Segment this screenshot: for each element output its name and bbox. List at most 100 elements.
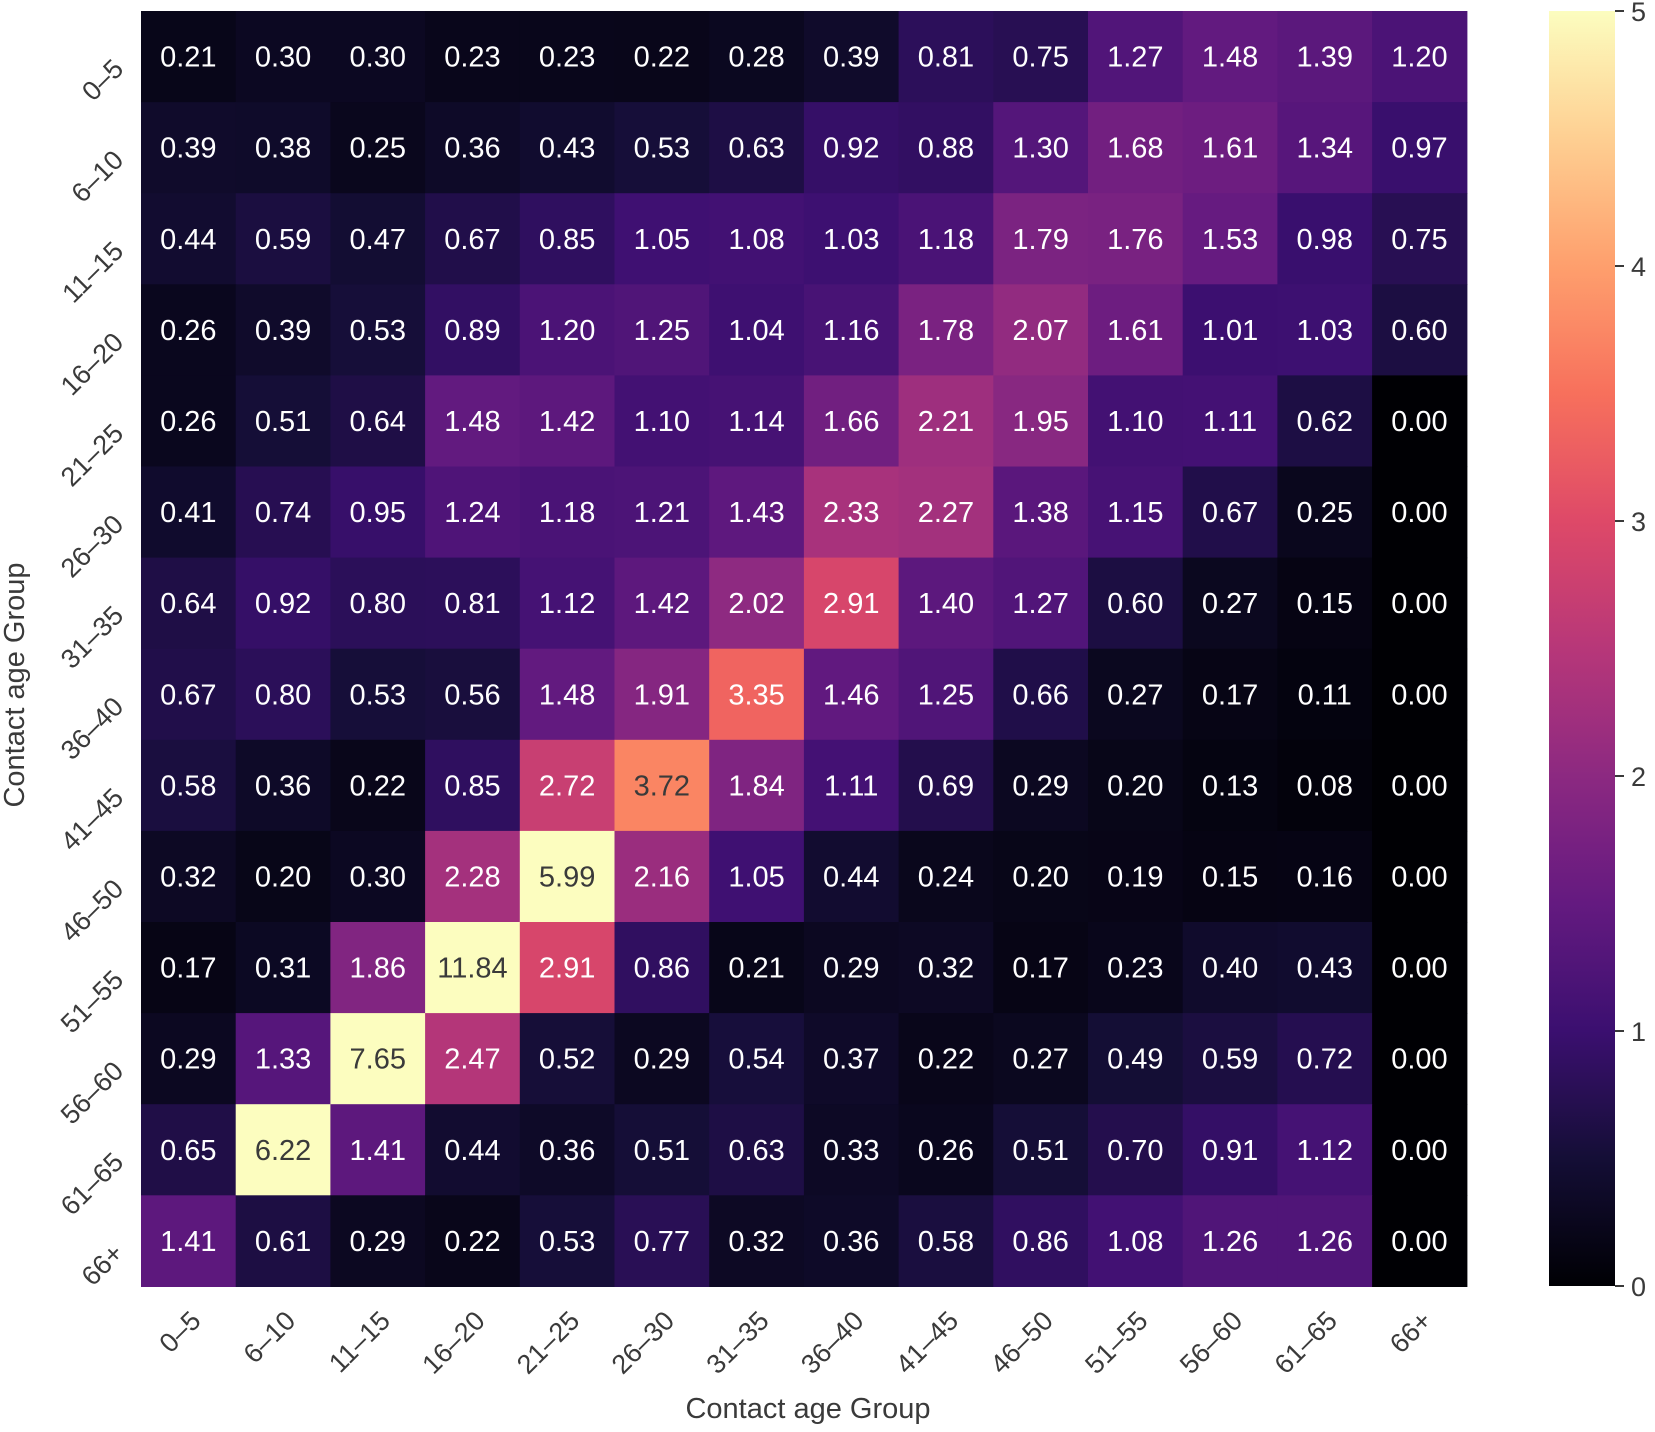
cell-value-label: 0.85 [539, 224, 595, 256]
heatmap-cell [898, 193, 994, 285]
cell-value-label: 0.15 [1202, 861, 1258, 893]
cell-value-label: 0.20 [255, 861, 311, 893]
cell-value-label: 0.63 [728, 133, 784, 165]
colorbar-tick-label: 4 [1631, 252, 1646, 282]
cell-value-label: 0.53 [350, 315, 406, 347]
cell-value-label: 2.47 [444, 1044, 500, 1076]
heatmap-cell [1372, 1013, 1468, 1105]
cell-value-label: 0.51 [634, 1135, 690, 1167]
cell-value-label: 0.19 [1107, 861, 1163, 893]
cell-value-label: 1.08 [1107, 1226, 1163, 1258]
heatmap-cell [425, 830, 521, 923]
heatmap-cell [614, 648, 710, 741]
cell-value-label: 1.38 [1012, 497, 1068, 529]
heatmap-cell [1088, 466, 1184, 559]
x-tick-label: 31–35 [700, 1305, 774, 1379]
cell-value-label: 1.10 [634, 406, 690, 438]
cell-value-label: 0.64 [350, 406, 406, 438]
y-tick-label: 36–40 [55, 691, 129, 765]
heatmap-cell [993, 1104, 1089, 1196]
cell-value-label: 0.37 [823, 1044, 879, 1076]
heatmap-cell [425, 11, 521, 103]
heatmap-cell [1088, 739, 1184, 832]
cell-value-label: 0.53 [350, 679, 406, 711]
heatmap-cell [141, 648, 237, 741]
heatmap-cell [1277, 466, 1373, 559]
heatmap-cell [235, 648, 331, 741]
cell-value-label: 1.43 [728, 497, 784, 529]
cell-value-label: 1.08 [728, 224, 784, 256]
cell-value-label: 1.18 [539, 497, 595, 529]
cell-value-label: 0.39 [823, 42, 879, 74]
heatmap-cell [235, 830, 331, 923]
heatmap-cell [519, 1013, 616, 1105]
heatmap-cell [614, 375, 710, 468]
cell-value-label: 0.29 [823, 953, 879, 985]
cell-value-label: 1.14 [728, 406, 784, 438]
cell-value-label: 5.99 [539, 861, 595, 893]
heatmap-cell [614, 1013, 710, 1105]
heatmap-cell [709, 375, 805, 468]
cell-value-label: 2.28 [444, 861, 500, 893]
y-tick-label: 6–10 [66, 145, 130, 209]
heatmap-cell [141, 922, 237, 1014]
cell-value-label: 0.17 [160, 953, 216, 985]
heatmap-cell [803, 648, 900, 741]
cell-value-label: 0.30 [350, 42, 406, 74]
cell-value-label: 0.00 [1391, 861, 1447, 893]
heatmap-cell [1088, 648, 1184, 741]
heatmap-cell [425, 922, 521, 1014]
heatmap-cell [330, 11, 426, 103]
cell-value-label: 0.29 [160, 1044, 216, 1076]
heatmap-cell [1088, 1104, 1184, 1196]
cell-value-label: 0.17 [1012, 953, 1068, 985]
heatmap-cell [235, 557, 331, 650]
cell-value-label: 1.41 [350, 1135, 406, 1167]
y-tick-label: 16–20 [55, 327, 129, 401]
cell-value-label: 0.69 [918, 770, 974, 802]
cell-value-label: 0.59 [255, 224, 311, 256]
cell-value-label: 0.38 [255, 133, 311, 165]
cell-value-label: 0.21 [160, 42, 216, 74]
cell-value-label: 1.34 [1297, 133, 1353, 165]
cell-value-label: 0.00 [1391, 406, 1447, 438]
heatmap-cell [1277, 1195, 1373, 1287]
heatmap-cell [1372, 102, 1468, 194]
heatmap-cell [614, 102, 710, 194]
cell-value-label: 0.00 [1391, 497, 1447, 529]
cell-value-label: 0.22 [918, 1044, 974, 1076]
heatmap-cell [235, 284, 331, 376]
cell-value-label: 0.53 [634, 133, 690, 165]
heatmap-cell [1277, 375, 1373, 468]
cell-value-label: 0.86 [1012, 1226, 1068, 1258]
heatmap-cell [425, 1195, 521, 1287]
cell-value-label: 0.53 [539, 1226, 595, 1258]
heatmap-cell [709, 1104, 805, 1196]
heatmap-cell [1372, 193, 1468, 285]
cell-value-label: 0.23 [444, 42, 500, 74]
heatmap-cell [1182, 1013, 1278, 1105]
heatmap-cell [803, 1195, 900, 1287]
heatmap-cell [235, 466, 331, 559]
cell-value-label: 1.04 [728, 315, 784, 347]
heatmap-cell [519, 375, 616, 468]
cell-value-label: 2.02 [728, 588, 784, 620]
cell-labels: 0.21 0.30 0.30 0.23 0.23 0.22 0.28 0.39 0.81 0.75… [160, 42, 1448, 1258]
heatmap-cell [1372, 1195, 1468, 1287]
cell-value-label: 0.67 [1202, 497, 1258, 529]
heatmap-cell [519, 739, 616, 832]
cell-value-label: 1.48 [444, 406, 500, 438]
cell-value-label: 1.48 [1202, 42, 1258, 74]
cell-value-label: 0.51 [1012, 1135, 1068, 1167]
heatmap-cell [519, 648, 616, 741]
cell-value-label: 0.91 [1202, 1135, 1258, 1167]
cell-value-label: 1.01 [1202, 315, 1258, 347]
heatmap-cell [1277, 193, 1373, 285]
cell-value-label: 1.27 [1012, 588, 1068, 620]
cell-value-label: 1.11 [1203, 406, 1257, 438]
cell-value-label: 0.49 [1107, 1044, 1163, 1076]
cell-value-label: 0.89 [444, 315, 500, 347]
heatmap-cell [519, 922, 616, 1014]
cell-value-label: 0.32 [728, 1226, 784, 1258]
